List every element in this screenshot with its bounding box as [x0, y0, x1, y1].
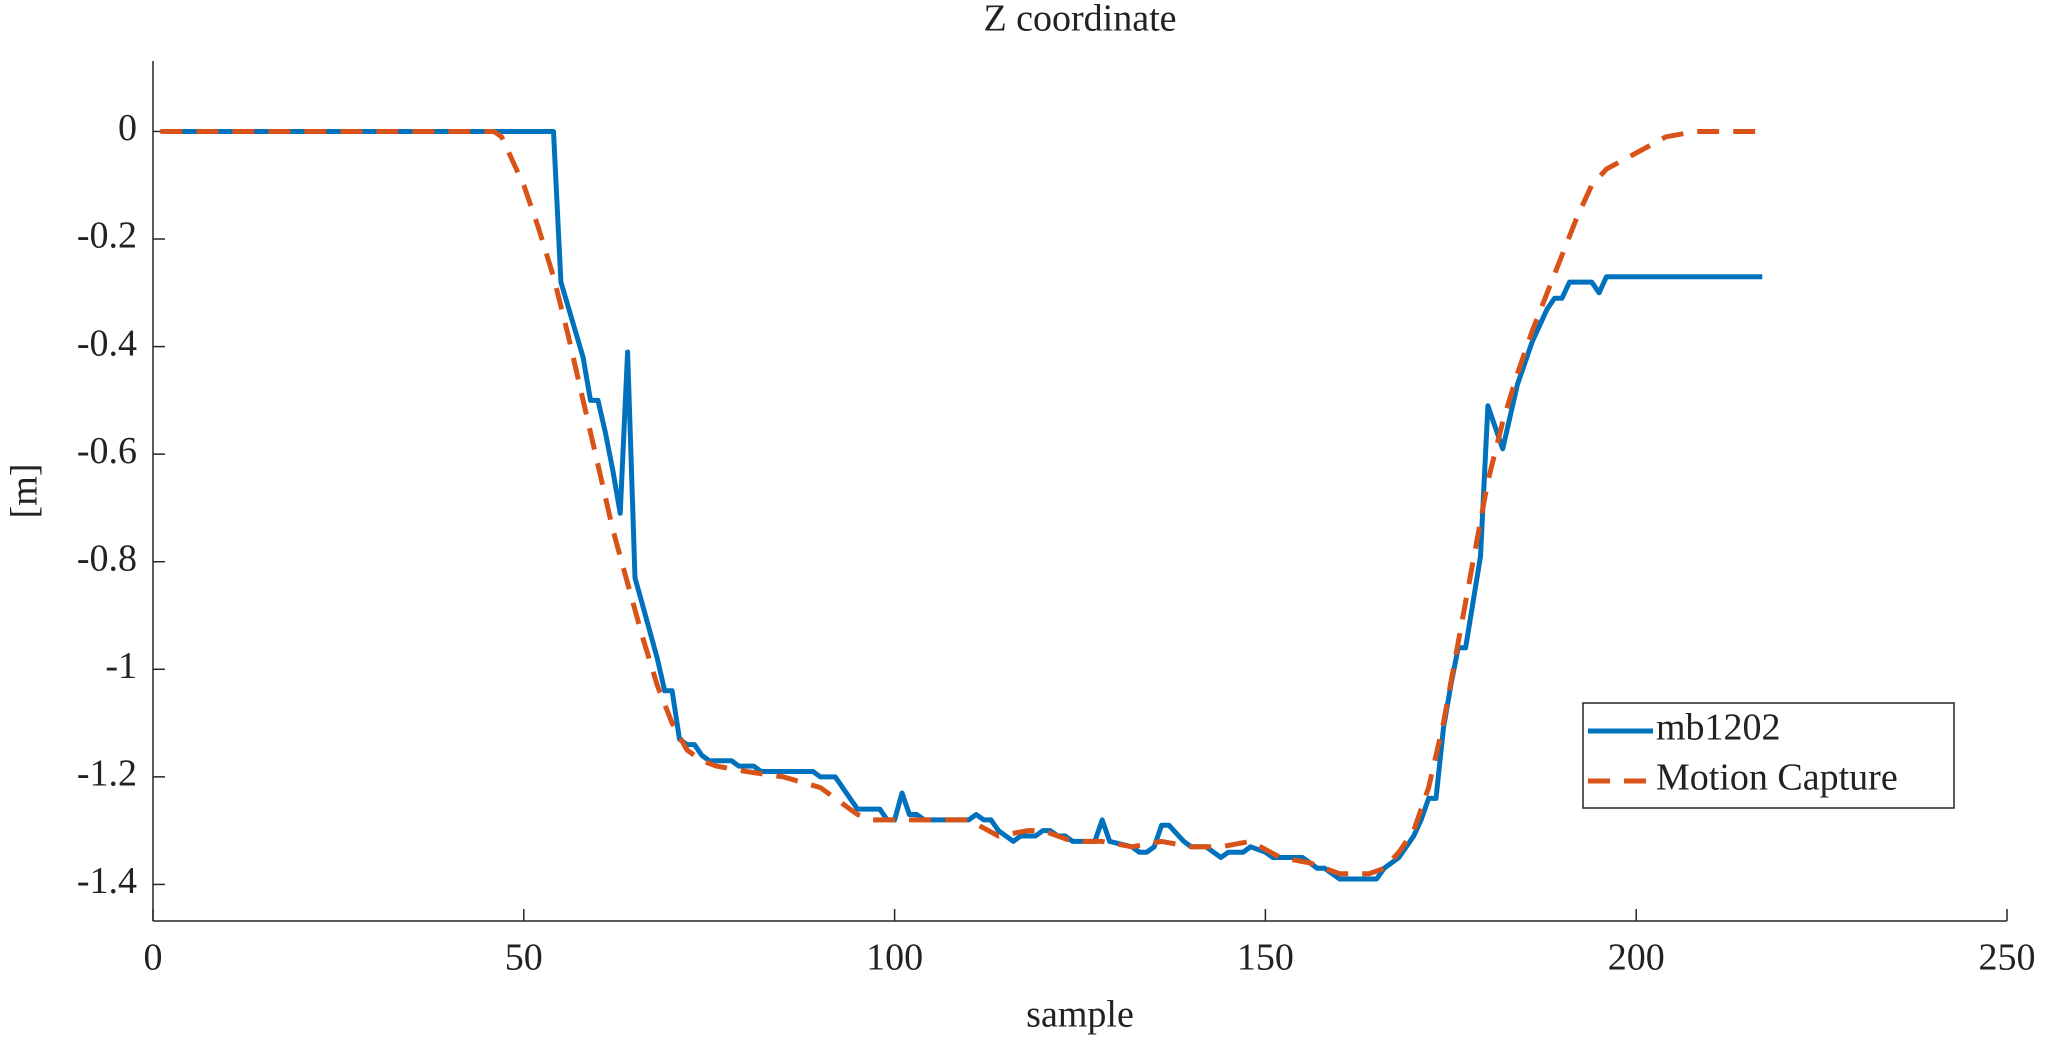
x-tick-label: 250 — [1979, 937, 2036, 979]
series-line — [160, 129, 1763, 882]
y-tick-label: -0.4 — [77, 322, 137, 364]
legend-label: Motion Capture — [1656, 757, 1898, 799]
legend-box — [1582, 702, 1955, 809]
x-tick-label: 150 — [1237, 937, 1294, 979]
y-tick-label: -0.2 — [77, 215, 137, 257]
x-tick-label: 100 — [866, 937, 923, 979]
y-tick-label: -0.8 — [77, 537, 137, 579]
legend-label: mb1202 — [1656, 707, 1781, 749]
y-tick-label: -0.6 — [77, 430, 137, 472]
y-axis-label: [m] — [4, 464, 46, 519]
x-axis-label: sample — [1026, 994, 1134, 1036]
x-tick-label: 200 — [1608, 937, 1665, 979]
y-tick-label: 0 — [118, 107, 137, 149]
x-tick-label: 0 — [144, 937, 163, 979]
chart-title: Z coordinate — [983, 0, 1176, 40]
y-tick-label: -1 — [105, 645, 137, 687]
y-tick-label: -1.4 — [77, 860, 137, 902]
x-tick-label: 50 — [505, 937, 543, 979]
series-line — [160, 129, 1763, 877]
y-tick-label: -1.2 — [77, 753, 137, 795]
